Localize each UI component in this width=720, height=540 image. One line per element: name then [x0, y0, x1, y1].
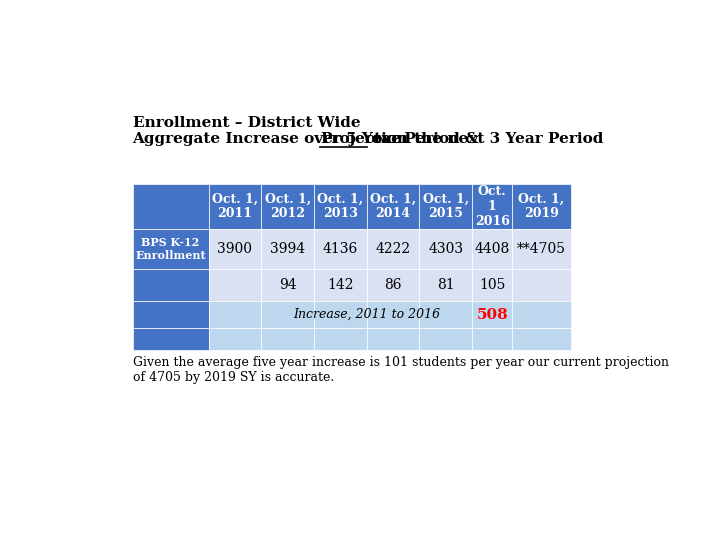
Text: Oct. 1,
2019: Oct. 1, 2019 [518, 192, 564, 220]
Bar [419, 269, 472, 301]
Text: Projection: Projection [320, 132, 408, 146]
Bar [419, 328, 472, 350]
Bar [314, 301, 366, 328]
Text: 142: 142 [327, 278, 354, 292]
Bar [132, 269, 209, 301]
Bar [209, 269, 261, 301]
Bar [132, 301, 209, 328]
Text: Oct.
1
2016: Oct. 1 2016 [474, 185, 510, 228]
Text: Enrollment – District Wide: Enrollment – District Wide [132, 116, 360, 130]
Bar [132, 229, 209, 269]
Bar [209, 328, 261, 350]
Bar [366, 184, 419, 229]
Text: 81: 81 [437, 278, 454, 292]
Bar [209, 229, 261, 269]
Bar [419, 229, 472, 269]
Bar [513, 328, 570, 350]
Bar [472, 229, 513, 269]
Text: Oct. 1,
2012: Oct. 1, 2012 [264, 192, 311, 220]
Bar [472, 229, 513, 269]
Text: **4705: **4705 [517, 242, 566, 256]
Bar [314, 184, 366, 229]
Bar [366, 328, 419, 350]
Text: Given the average five year increase is 101 students per year our current projec: Given the average five year increase is … [132, 356, 669, 384]
Bar [472, 184, 513, 229]
Bar [132, 328, 209, 350]
Bar [513, 184, 570, 229]
Text: 3994: 3994 [270, 242, 305, 256]
Text: Oct. 1,
2015: Oct. 1, 2015 [423, 192, 469, 220]
Text: 4303: 4303 [428, 242, 463, 256]
Bar [209, 184, 261, 229]
Bar [472, 269, 513, 301]
Bar [366, 301, 419, 328]
Bar [472, 301, 513, 328]
Bar [472, 184, 513, 229]
Text: 4408: 4408 [474, 242, 510, 256]
Bar [209, 301, 261, 328]
Bar [419, 301, 472, 328]
Bar [261, 184, 314, 229]
Text: 4136: 4136 [323, 242, 358, 256]
Text: Oct. 1,
2013: Oct. 1, 2013 [318, 192, 364, 220]
Bar [513, 269, 570, 301]
Bar [472, 328, 513, 350]
Bar [314, 229, 366, 269]
Bar [261, 269, 314, 301]
Bar [261, 328, 314, 350]
Text: BPS K-12
Enrollment: BPS K-12 Enrollment [135, 237, 206, 261]
Text: 86: 86 [384, 278, 402, 292]
Bar [314, 328, 366, 350]
Text: 4222: 4222 [375, 242, 410, 256]
Bar [513, 301, 570, 328]
Text: Increase, 2011 to 2016: Increase, 2011 to 2016 [293, 308, 440, 321]
Bar [132, 184, 209, 229]
Text: 94: 94 [279, 278, 297, 292]
Bar [366, 269, 419, 301]
Bar [513, 229, 570, 269]
Bar [314, 269, 366, 301]
Bar [261, 229, 314, 269]
Bar [472, 269, 513, 301]
Text: over the next 3 Year Period: over the next 3 Year Period [367, 132, 603, 146]
Bar [261, 301, 314, 328]
Bar [366, 229, 419, 269]
Text: 3900: 3900 [217, 242, 253, 256]
Text: Oct. 1,
2014: Oct. 1, 2014 [370, 192, 416, 220]
Bar [419, 184, 472, 229]
Text: Oct. 1,
2011: Oct. 1, 2011 [212, 192, 258, 220]
Text: 508: 508 [477, 308, 508, 322]
Text: Aggregate Increase over 5 Year Period &: Aggregate Increase over 5 Year Period & [132, 132, 485, 146]
Text: 105: 105 [479, 278, 505, 292]
